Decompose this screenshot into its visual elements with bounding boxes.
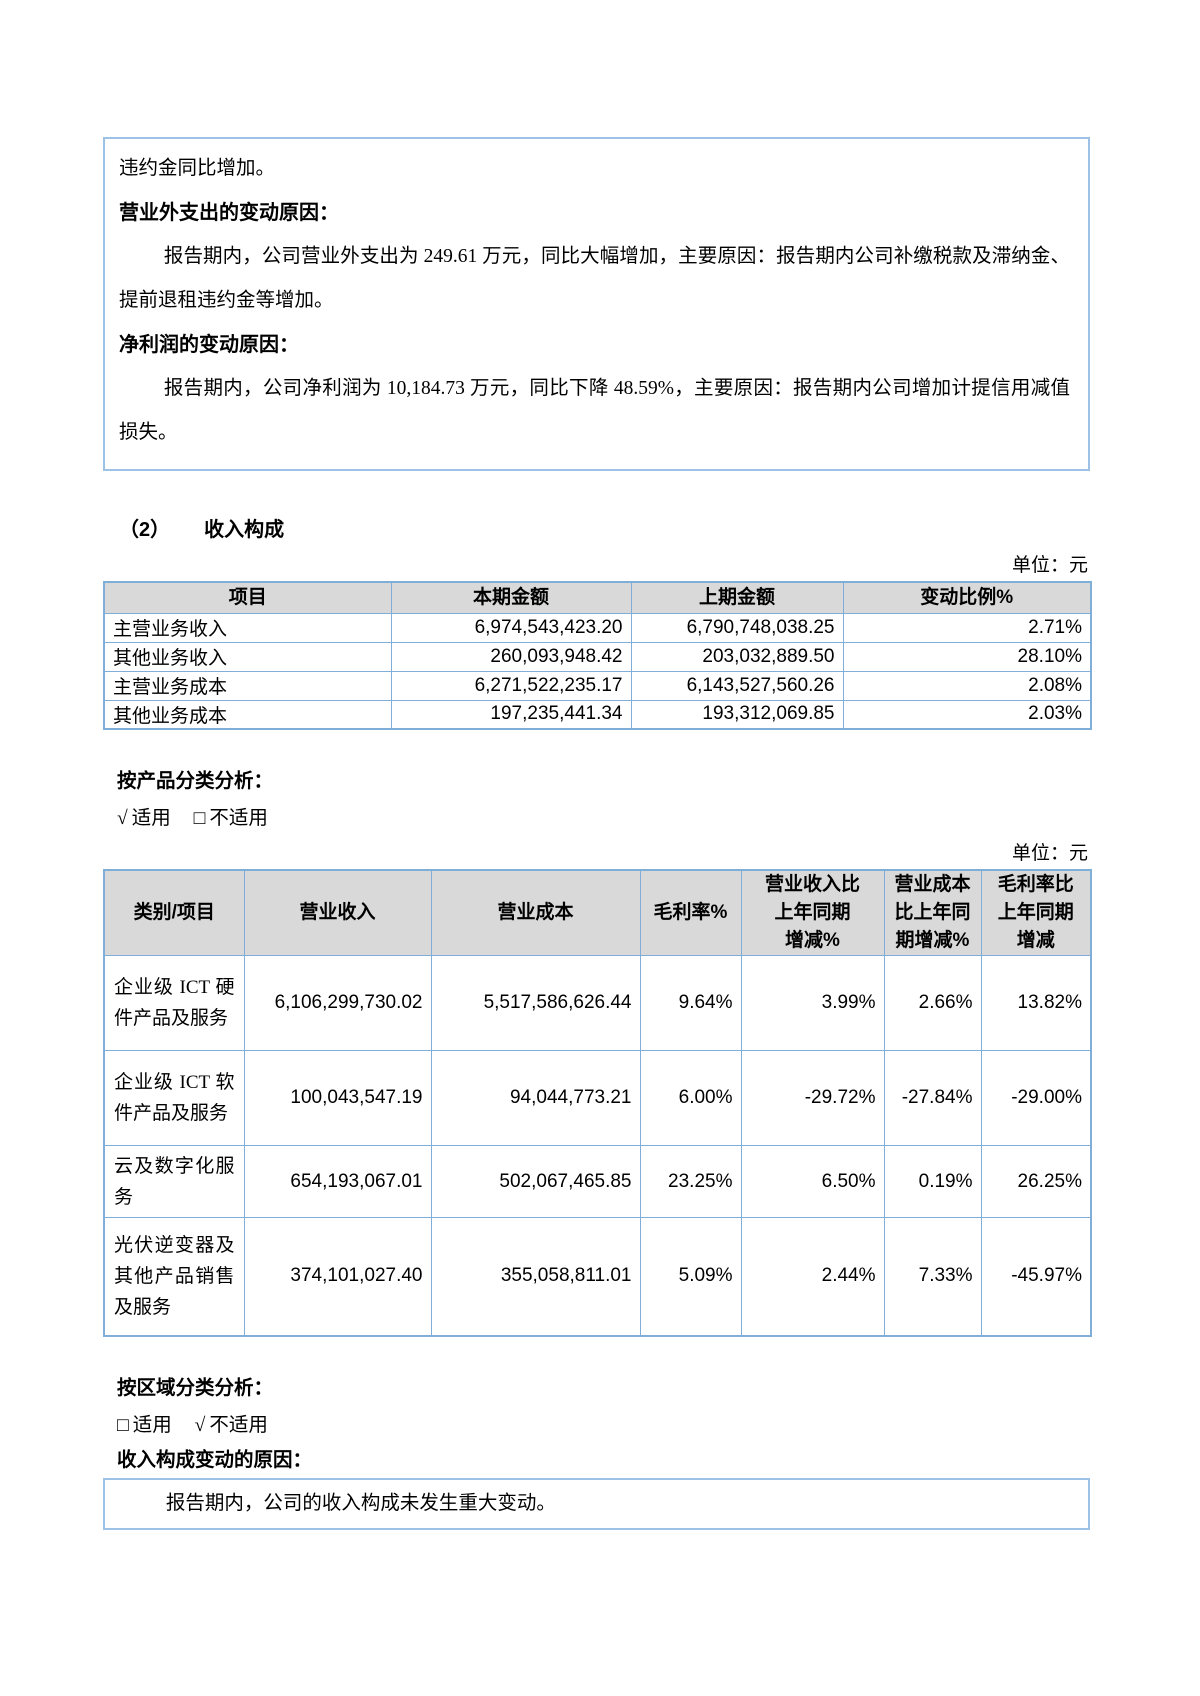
cell-margin-yoy: -45.97% <box>980 1217 1092 1336</box>
cell-revenue-yoy: 2.44% <box>740 1217 885 1336</box>
unit-label: 单位：元 <box>1011 843 1088 864</box>
not-applicable-label: 不适用 <box>209 1414 268 1436</box>
column-header-revenue-yoy: 营业收入比 上年同期 增减% <box>740 869 885 956</box>
cell-previous-amount: 193,312,069.85 <box>630 699 844 730</box>
column-header-category: 类别/项目 <box>103 869 245 956</box>
applicable-label: 适用 <box>131 808 171 829</box>
cell-revenue: 100,043,547.19 <box>243 1050 432 1146</box>
cell-cost-yoy: -27.84% <box>883 1050 982 1146</box>
applicable-group: □ 适用 <box>117 1415 172 1436</box>
net-profit-heading: 净利润的变动原因： <box>119 334 299 356</box>
cell-cost-yoy: 7.33% <box>883 1217 982 1336</box>
check-icon: √ <box>117 808 128 829</box>
cell-revenue-yoy: 3.99% <box>740 955 885 1051</box>
cell-revenue-yoy: 6.50% <box>740 1145 885 1218</box>
product-analysis-title: 按产品分类分析： <box>117 770 274 792</box>
nonop-expense-heading: 营业外支出的变动原因： <box>119 202 339 224</box>
table-row: 云及数字化服务 654,193,067.01 502,067,465.85 23… <box>103 1145 1092 1218</box>
region-applicability-line: □ 适用 √ 不适用 <box>103 1408 1090 1437</box>
cell-current-amount: 6,271,522,235.17 <box>390 670 632 701</box>
section-number: （2） <box>119 519 171 541</box>
cell-change-ratio: 2.03% <box>842 699 1092 730</box>
table-header-row: 类别/项目 营业收入 营业成本 毛利率% 营业收入比 上年同期 增减% 营业成本… <box>103 869 1092 956</box>
column-header-item: 项目 <box>103 581 392 614</box>
table-row: 其他业务成本 197,235,441.34 193,312,069.85 2.0… <box>103 699 1092 730</box>
cell-revenue-yoy: -29.72% <box>740 1050 885 1146</box>
table-row: 其他业务收入 260,093,948.42 203,032,889.50 28.… <box>103 641 1092 672</box>
row-label: 主营业务收入 <box>103 612 392 643</box>
table-row: 企业级 ICT 软件产品及服务 100,043,547.19 94,044,77… <box>103 1050 1092 1146</box>
income-composition-table: 项目 本期金额 上期金额 变动比例% 主营业务收入 6,974,543,423.… <box>103 581 1092 730</box>
table-header-row: 项目 本期金额 上期金额 变动比例% <box>103 581 1092 614</box>
cell-cost: 94,044,773.21 <box>430 1050 641 1146</box>
column-header-current: 本期金额 <box>390 581 632 614</box>
row-label: 其他业务收入 <box>103 641 392 672</box>
continuation-text: 违约金同比增加。 <box>119 158 276 179</box>
section-heading-income: （2） 收入构成 <box>103 513 1090 542</box>
cell-gross-margin: 6.00% <box>639 1050 742 1146</box>
cell-current-amount: 6,974,543,423.20 <box>390 612 632 643</box>
row-category: 企业级 ICT 软件产品及服务 <box>103 1050 245 1146</box>
cell-margin-yoy: 26.25% <box>980 1145 1092 1218</box>
not-applicable-group: □ 不适用 <box>194 808 268 829</box>
cell-previous-amount: 6,143,527,560.26 <box>630 670 844 701</box>
table-row: 光伏逆变器及其他产品销售及服务 374,101,027.40 355,058,8… <box>103 1217 1092 1336</box>
column-header-cost: 营业成本 <box>430 869 641 956</box>
net-profit-paragraph: 报告期内，公司净利润为 10,184.73 万元，同比下降 48.59%，主要原… <box>119 378 1070 443</box>
nonop-expense-paragraph: 报告期内，公司营业外支出为 249.61 万元，同比大幅增加，主要原因：报告期内… <box>119 246 1070 311</box>
cell-gross-margin: 23.25% <box>639 1145 742 1218</box>
cell-cost-yoy: 2.66% <box>883 955 982 1051</box>
row-category: 光伏逆变器及其他产品销售及服务 <box>103 1217 245 1336</box>
cell-cost: 5,517,586,626.44 <box>430 955 641 1051</box>
product-applicability-line: √ 适用 □ 不适用 <box>103 801 1090 830</box>
applicable-group: √ 适用 <box>117 808 171 829</box>
not-applicable-group: √ 不适用 <box>195 1415 268 1436</box>
row-category: 企业级 ICT 硬件产品及服务 <box>103 955 245 1051</box>
checkbox-empty-icon: □ <box>117 1414 129 1436</box>
column-header-revenue: 营业收入 <box>243 869 432 956</box>
row-label: 其他业务成本 <box>103 699 392 730</box>
column-header-cost-yoy: 营业成本 比上年同 期增减% <box>883 869 982 956</box>
section-title: 收入构成 <box>204 519 285 541</box>
cell-cost-yoy: 0.19% <box>883 1145 982 1218</box>
cell-change-ratio: 28.10% <box>842 641 1092 672</box>
cell-gross-margin: 9.64% <box>639 955 742 1051</box>
column-header-margin-yoy: 毛利率比 上年同期 增减 <box>980 869 1092 956</box>
cell-revenue: 374,101,027.40 <box>243 1217 432 1336</box>
table-row: 主营业务成本 6,271,522,235.17 6,143,527,560.26… <box>103 670 1092 701</box>
cell-change-ratio: 2.08% <box>842 670 1092 701</box>
table-row: 企业级 ICT 硬件产品及服务 6,106,299,730.02 5,517,5… <box>103 955 1092 1051</box>
reason-box: 报告期内，公司的收入构成未发生重大变动。 <box>103 1477 1090 1530</box>
reason-title: 收入构成变动的原因： <box>117 1448 313 1471</box>
column-header-change: 变动比例% <box>842 581 1092 614</box>
table-row: 主营业务收入 6,974,543,423.20 6,790,748,038.25… <box>103 612 1092 643</box>
reason-text: 报告期内，公司的收入构成未发生重大变动。 <box>165 1492 556 1514</box>
product-classification-table: 类别/项目 营业收入 营业成本 毛利率% 营业收入比 上年同期 增减% 营业成本… <box>103 869 1092 1337</box>
column-header-gross-margin: 毛利率% <box>639 869 742 956</box>
notice-box: 违约金同比增加。 营业外支出的变动原因： 报告期内，公司营业外支出为 249.6… <box>103 137 1090 471</box>
cell-revenue: 654,193,067.01 <box>243 1145 432 1218</box>
cell-current-amount: 197,235,441.34 <box>390 699 632 730</box>
column-header-previous: 上期金额 <box>630 581 844 614</box>
cell-current-amount: 260,093,948.42 <box>390 641 632 672</box>
cell-previous-amount: 6,790,748,038.25 <box>630 612 844 643</box>
cell-margin-yoy: -29.00% <box>980 1050 1092 1146</box>
row-label: 主营业务成本 <box>103 670 392 701</box>
cell-revenue: 6,106,299,730.02 <box>243 955 432 1051</box>
checkbox-empty-icon: □ <box>193 808 206 829</box>
row-category: 云及数字化服务 <box>103 1145 245 1218</box>
cell-cost: 502,067,465.85 <box>430 1145 641 1218</box>
not-applicable-label: 不适用 <box>209 808 268 829</box>
cell-change-ratio: 2.71% <box>842 612 1092 643</box>
cell-gross-margin: 5.09% <box>639 1217 742 1336</box>
document-page: 违约金同比增加。 营业外支出的变动原因： 报告期内，公司营业外支出为 249.6… <box>103 0 1092 1530</box>
cell-cost: 355,058,811.01 <box>430 1217 641 1336</box>
applicable-label: 适用 <box>132 1414 172 1436</box>
cell-margin-yoy: 13.82% <box>980 955 1092 1051</box>
unit-label: 单位：元 <box>1011 555 1088 576</box>
region-analysis-title: 按区域分类分析： <box>117 1376 274 1399</box>
cell-previous-amount: 203,032,889.50 <box>630 641 844 672</box>
check-icon: √ <box>194 1414 206 1436</box>
